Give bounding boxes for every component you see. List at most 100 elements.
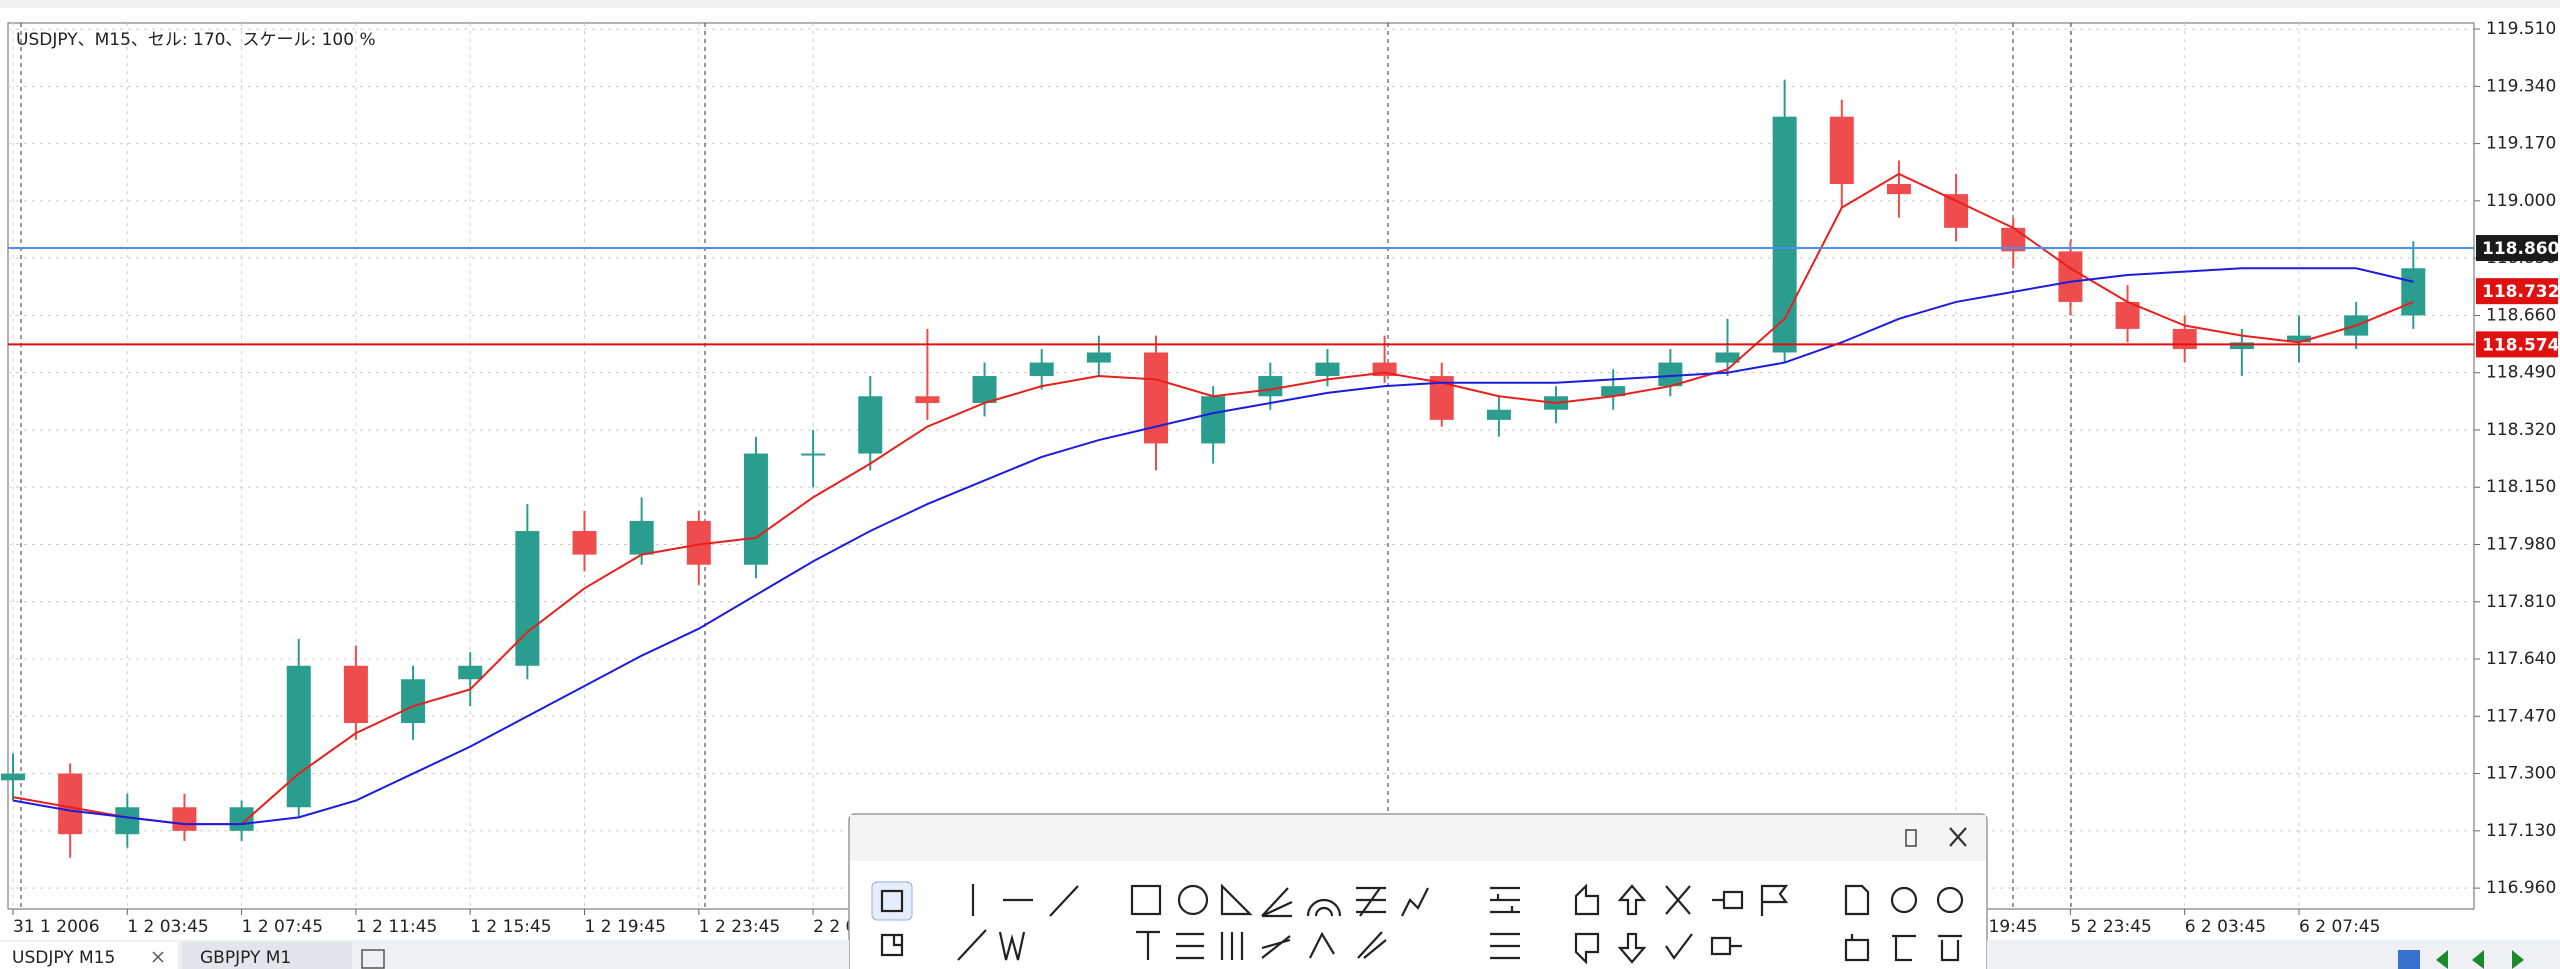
candle-body: [1315, 362, 1340, 377]
tool[interactable]: [1136, 930, 1160, 960]
tool[interactable]: [1490, 932, 1520, 960]
y-tick-label: 117.470: [2486, 706, 2556, 726]
candle-body: [1201, 396, 1226, 444]
tool[interactable]: [1306, 898, 1342, 917]
candle-body: [858, 396, 883, 454]
candle-body: [629, 520, 654, 555]
tab-label[interactable]: GBPJPY M1: [200, 948, 291, 968]
price-tag: [2476, 235, 2558, 262]
grid: [8, 23, 2474, 909]
y-tick-label: 118.150: [2486, 477, 2556, 497]
tool[interactable]: [1574, 883, 1600, 916]
tool[interactable]: [957, 929, 987, 961]
tool[interactable]: [1176, 932, 1204, 960]
tool[interactable]: [1617, 884, 1647, 916]
tool[interactable]: [1844, 884, 1870, 916]
candle-body: [572, 531, 597, 555]
tool[interactable]: [1220, 932, 1244, 960]
new-tab[interactable]: [361, 949, 385, 969]
tool[interactable]: [1844, 934, 1870, 962]
x-tick-label: 1 2 19:45: [585, 917, 666, 937]
tool[interactable]: [1938, 934, 1962, 962]
tool[interactable]: [1665, 933, 1693, 960]
tool[interactable]: [1665, 885, 1691, 915]
x-tick-label: 1 2 03:45: [127, 917, 208, 937]
x-tick-label: 1 2 23:45: [699, 917, 780, 937]
y-tick-label: 117.810: [2486, 592, 2556, 612]
tab[interactable]: [182, 942, 352, 969]
tool[interactable]: [1261, 935, 1291, 959]
price-tag-label: 118.574: [2482, 335, 2560, 355]
candle-body: [1258, 376, 1283, 397]
tool[interactable]: [1357, 931, 1387, 959]
tool[interactable]: [1760, 884, 1789, 916]
candle-body: [743, 453, 768, 565]
tool[interactable]: [1177, 884, 1209, 916]
y-tick-label: 118.660: [2486, 305, 2556, 325]
period-separators: [20, 23, 2072, 909]
tool[interactable]: [1490, 886, 1520, 914]
chart-tabs: USDJPY M15 GBPJPY M1: [0, 940, 2560, 969]
tool[interactable]: [998, 931, 1026, 961]
dock-icon[interactable]: [1905, 829, 1917, 847]
top-toolbar: [0, 0, 2560, 8]
tab-active[interactable]: [0, 942, 178, 969]
tool[interactable]: [1309, 931, 1335, 959]
x-tick-label: 1 2 07:45: [242, 917, 323, 937]
y-tick-label: 119.510: [2486, 19, 2556, 39]
y-tick-label: 119.170: [2486, 134, 2556, 154]
candle-body: [401, 679, 426, 724]
candle-body: [972, 376, 997, 404]
tool[interactable]: [1130, 884, 1162, 916]
y-tick-label: 117.130: [2486, 821, 2556, 841]
close-icon[interactable]: [1949, 827, 1967, 847]
x-tick-label: 5 2 23:45: [2070, 917, 2151, 937]
candle-body: [58, 773, 83, 835]
candle-body: [1715, 352, 1740, 363]
y-tick-label: 116.960: [2486, 878, 2556, 898]
y-tick-label: 119.340: [2486, 76, 2556, 96]
tool[interactable]: [1712, 890, 1744, 910]
tool[interactable]: [1049, 885, 1079, 917]
tool[interactable]: [1401, 887, 1429, 917]
tool[interactable]: [1890, 886, 1918, 914]
tool-icons: [880, 883, 1964, 965]
tab-close[interactable]: [152, 951, 164, 963]
candle-body: [1829, 116, 1854, 185]
tool[interactable]: [1936, 886, 1964, 914]
candle-body: [2058, 251, 2083, 302]
tab-bar: [1987, 940, 2560, 969]
toolbar-header: [850, 815, 1986, 861]
x-tick-label: 6 2 03:45: [2185, 917, 2266, 937]
moving-average: [12, 172, 2414, 826]
selected-tool[interactable]: [871, 881, 913, 921]
tool[interactable]: [1356, 886, 1386, 917]
candle-body: [515, 531, 540, 666]
price-tag: [2476, 278, 2558, 305]
scroll-buttons[interactable]: [2398, 950, 2524, 969]
chart-title: USDJPY、M15、セル: 170、スケール: 100 %: [16, 30, 376, 50]
candle-body: [1486, 409, 1511, 420]
tool[interactable]: [880, 933, 904, 957]
tool[interactable]: [1574, 932, 1600, 965]
tool[interactable]: [1220, 883, 1253, 916]
candle-body: [229, 807, 254, 831]
price-tag-label: 118.732: [2482, 282, 2559, 302]
tool[interactable]: [880, 889, 904, 913]
candle-body: [1658, 362, 1683, 387]
candle-body: [801, 453, 826, 456]
tool[interactable]: [1261, 887, 1293, 918]
tool[interactable]: [1892, 934, 1916, 962]
candle-body: [1944, 194, 1969, 228]
tab-label[interactable]: USDJPY M15: [12, 948, 115, 968]
moving-average: [12, 267, 2414, 826]
tool[interactable]: [1617, 932, 1647, 964]
x-tick-label: 6 2 07:45: [2299, 917, 2380, 937]
y-tick-label: 118.320: [2486, 420, 2556, 440]
price-axis: 119.510119.340119.170119.000118.830118.6…: [12, 19, 2560, 937]
candle-body: [2401, 268, 2426, 316]
candle-body: [1886, 184, 1911, 195]
candle-body: [1601, 386, 1626, 397]
tool[interactable]: [1710, 936, 1742, 956]
